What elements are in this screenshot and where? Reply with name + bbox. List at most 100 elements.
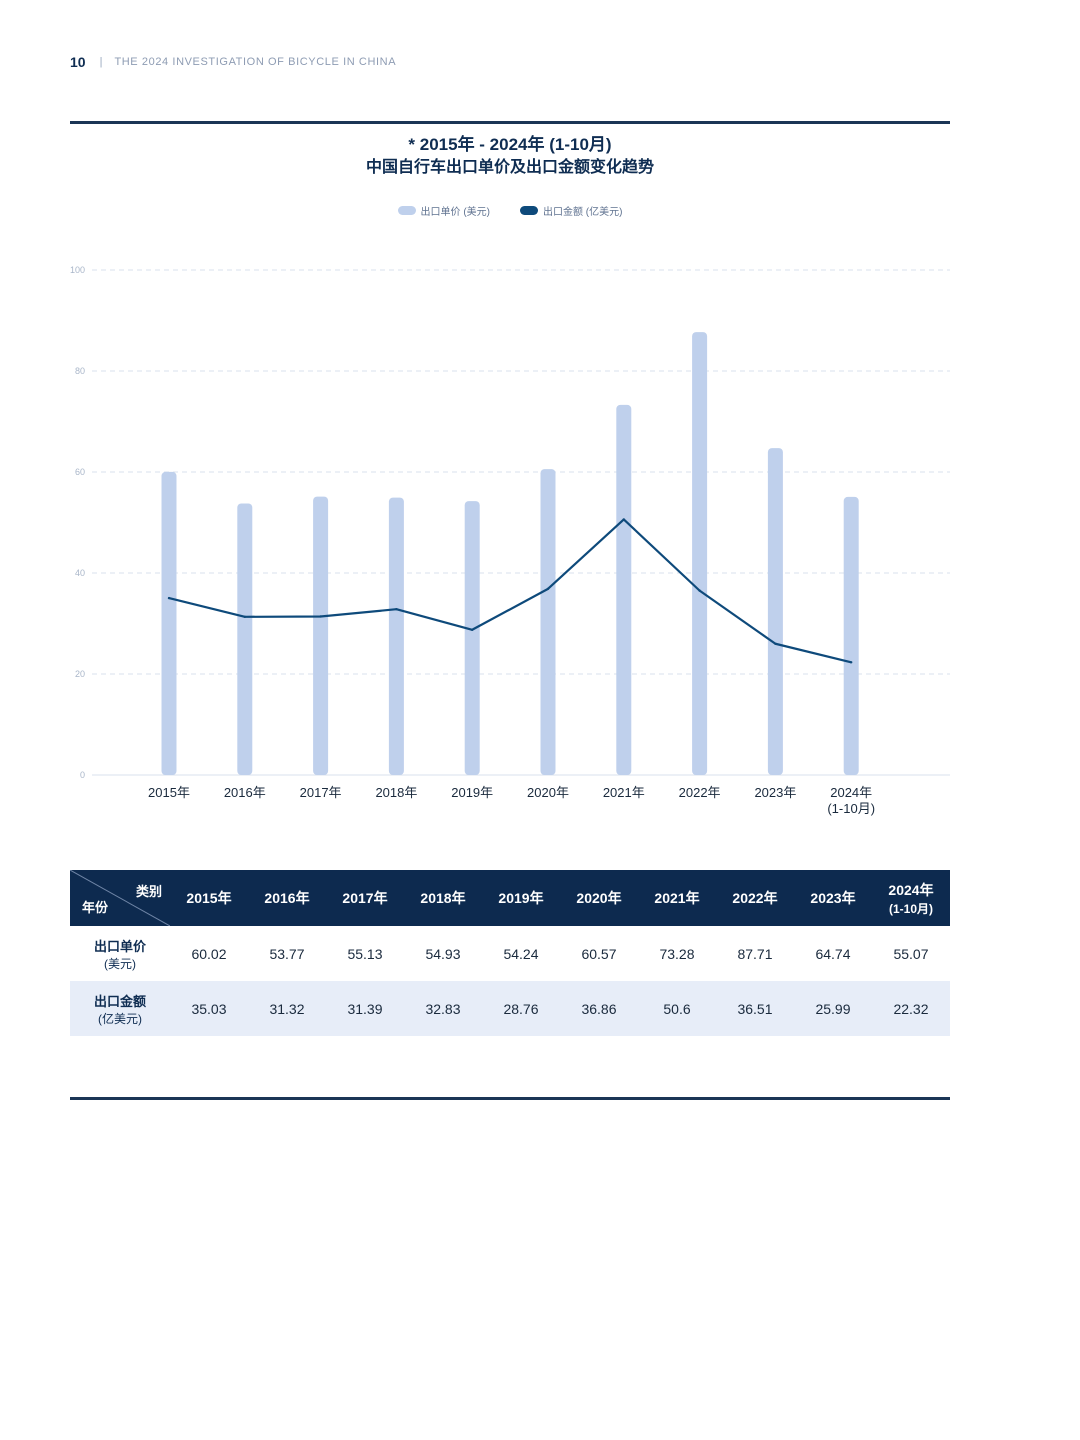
table-cell: 22.32 xyxy=(872,981,950,1036)
top-rule xyxy=(70,121,950,124)
table-column-header: 2019年 xyxy=(482,870,560,926)
x-tick-label: 2019年 xyxy=(451,785,493,800)
column-header-text: 2016年 xyxy=(264,890,310,906)
bar-unit-price xyxy=(313,496,329,775)
table-row: 出口金额 (亿美元) 35.03 31.32 31.39 32.83 28.76 36.86 5… xyxy=(70,981,950,1036)
column-header-text: 2020年 xyxy=(576,890,622,906)
y-tick-label: 100 xyxy=(70,265,85,275)
x-tick-label: 2016年 xyxy=(224,785,266,800)
legend-item-unit-price: 出口单价 (美元) xyxy=(397,203,490,218)
page-number: 10 xyxy=(70,54,86,70)
x-tick-label: 2021年 xyxy=(603,785,645,800)
table-cell: 60.57 xyxy=(581,945,617,962)
y-tick-label: 0 xyxy=(80,770,85,780)
table-cell: 28.76 xyxy=(482,981,560,1036)
table-cell: 60.02 xyxy=(191,945,227,962)
row-label-main: 出口金额 xyxy=(93,993,146,1009)
column-header-text: (1-10月) xyxy=(888,901,933,916)
table-cell: 36.86 xyxy=(560,981,638,1036)
corner-diagonal xyxy=(70,870,170,926)
legend-label-unit-price: 出口单价 (美元) xyxy=(420,207,490,218)
line-point-export-value xyxy=(698,589,701,592)
x-tick-label: 2018年 xyxy=(375,785,417,800)
bar-unit-price xyxy=(540,469,556,775)
table-cell: 55.07 xyxy=(893,945,929,962)
legend-swatch-bar xyxy=(397,206,416,215)
combo-chart: 0 20 40 60 80 100 2015年 2016年 2017年 2018年 2019年 202… xyxy=(70,265,950,816)
row-label: 出口单价 (美元) xyxy=(70,926,170,981)
bar-unit-price xyxy=(767,448,783,775)
column-header-text: 2021年 xyxy=(654,890,700,906)
column-header-text: 2019年 xyxy=(498,890,544,906)
header-title: THE 2024 INVESTIGATION OF BICYCLE IN CHI… xyxy=(114,56,397,68)
table-body: 出口单价 (美元) 60.02 53.77 55.13 54.93 54.24 60.57 73… xyxy=(70,926,950,1036)
line-point-export-value xyxy=(395,608,398,611)
line-point-export-value xyxy=(319,615,322,618)
header-separator: | xyxy=(99,56,103,68)
column-header-text: 2022年 xyxy=(732,890,778,906)
column-header-text: 2024年 xyxy=(888,881,934,898)
x-tick-label: 2017年 xyxy=(300,785,342,800)
line-point-export-value xyxy=(167,596,171,600)
corner-label-year: 年份 xyxy=(82,900,109,915)
bar-unit-price xyxy=(388,497,404,775)
row-label-unit: (亿美元) xyxy=(98,1011,142,1026)
page-header: 10 | THE 2024 INVESTIGATION OF BICYCLE I… xyxy=(70,54,396,70)
column-header-text: 2017年 xyxy=(342,890,388,906)
corner-label-category: 类别 xyxy=(135,884,162,899)
line-point-export-value xyxy=(471,628,474,631)
table-cell: 31.32 xyxy=(248,981,326,1036)
column-header-text: 2023年 xyxy=(810,890,856,906)
table-cell: 54.93 xyxy=(425,945,461,962)
table-cell: 35.03 xyxy=(170,981,248,1036)
column-header-text: 2018年 xyxy=(420,890,466,906)
table-cell: 73.28 xyxy=(659,945,695,962)
table-cell: 53.77 xyxy=(269,945,305,962)
chart-title-line2: 中国自行车出口单价及出口金额变化趋势 xyxy=(365,159,654,176)
y-tick-label: 80 xyxy=(75,366,85,376)
chart-title-line1: * 2015年 - 2024年 (1-10月) xyxy=(408,135,612,154)
line-point-export-value xyxy=(243,615,246,619)
y-tick-label: 60 xyxy=(75,467,85,477)
x-tick-label: 2015年 xyxy=(148,785,190,800)
row-label-unit: (美元) xyxy=(104,956,136,971)
table-cell: 64.74 xyxy=(815,945,851,962)
bar-unit-price xyxy=(464,501,480,775)
table-cell: 36.51 xyxy=(716,981,794,1036)
x-tick-label: 2023年 xyxy=(754,785,796,800)
bar-unit-price xyxy=(843,496,859,775)
line-export-value xyxy=(168,518,852,664)
column-header-text: 2015年 xyxy=(186,890,232,906)
bar-unit-price xyxy=(237,503,253,775)
chart-title: * 2015年 - 2024年 (1-10月) 中国自行车出口单价及出口金额变化… xyxy=(70,134,950,180)
row-label-main: 出口单价 xyxy=(93,938,146,954)
y-tick-label: 40 xyxy=(75,568,85,578)
bar-unit-price xyxy=(616,404,632,775)
x-tick-label: 2024年 xyxy=(830,785,872,800)
table-cell: 87.71 xyxy=(737,945,773,962)
table-column-header: 2024年 (1-10月) xyxy=(872,870,950,926)
data-table: 类别 年份 2015年 2016年 2017年 2018年 2019年 2020年 2021… xyxy=(70,870,950,1036)
bar-unit-price xyxy=(161,471,177,775)
table-cell: 54.24 xyxy=(503,945,539,962)
line-point-export-value xyxy=(774,642,777,645)
x-tick-label: (1-10月) xyxy=(827,801,875,816)
x-tick-label: 2022年 xyxy=(679,785,721,800)
table-cell: 31.39 xyxy=(326,981,404,1036)
legend-swatch-line xyxy=(520,206,538,215)
x-tick-label: 2020年 xyxy=(527,785,569,800)
table-column-header: 2022年 xyxy=(716,870,794,926)
table-cell: 25.99 xyxy=(794,981,872,1036)
y-tick-label: 20 xyxy=(75,669,85,679)
bottom-rule xyxy=(70,1097,950,1100)
line-point-export-value xyxy=(622,518,625,521)
table-header-row: 类别 年份 2015年 2016年 2017年 2018年 2019年 2020年 2021… xyxy=(70,870,950,926)
row-label: 出口金额 (亿美元) xyxy=(70,981,170,1036)
table-column-header: 2020年 xyxy=(560,870,638,926)
table-column-header: 2021年 xyxy=(638,870,716,926)
legend-label-export-value: 出口金额 (亿美元) xyxy=(543,207,623,218)
table-column-header: 2017年 xyxy=(326,870,404,926)
table-row: 出口单价 (美元) 60.02 53.77 55.13 54.93 54.24 60.57 73… xyxy=(70,926,950,981)
table-column-header: 2016年 xyxy=(248,870,326,926)
chart-legend: 出口单价 (美元) 出口金额 (亿美元) xyxy=(0,203,1020,218)
